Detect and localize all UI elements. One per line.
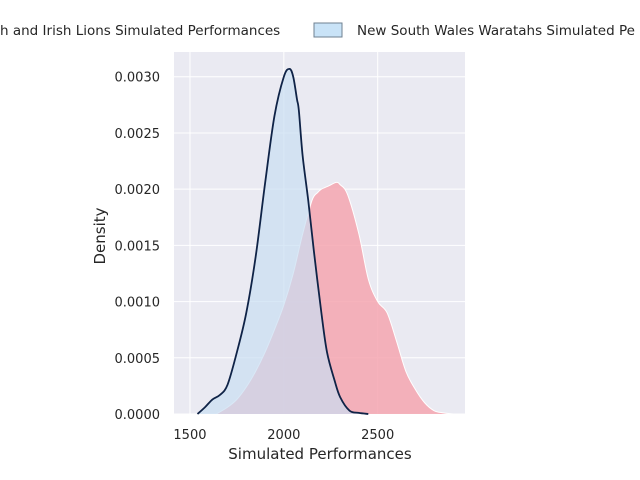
- y-tick-label: 0.0000: [115, 408, 161, 423]
- x-tick-label: 1500: [173, 428, 206, 443]
- density-fill-waratahs: [197, 68, 369, 415]
- y-tick-label: 0.0030: [115, 71, 161, 86]
- y-tick-label: 0.0015: [115, 239, 161, 254]
- legend-swatch-waratahs: [313, 22, 343, 38]
- legend: h and Irish Lions Simulated Performances…: [0, 22, 635, 39]
- density-areas: [196, 67, 453, 415]
- x-axis-label: Simulated Performances: [228, 445, 412, 463]
- legend-label-waratahs: New South Wales Waratahs Simulated Pe: [357, 23, 635, 39]
- y-axis-label: Density: [91, 207, 109, 264]
- density-line-waratahs: [196, 67, 369, 415]
- x-tick-label: 2500: [361, 428, 394, 443]
- legend-label-lions: h and Irish Lions Simulated Performances: [0, 23, 280, 39]
- x-tick-label: 2000: [267, 428, 300, 443]
- y-tick-label: 0.0025: [115, 127, 161, 142]
- y-tick-label: 0.0005: [115, 352, 161, 367]
- y-tick-label: 0.0020: [115, 183, 161, 198]
- tick-labels: 1500 2000 2500 0.0000 0.0005 0.0010 0.0015 0.00…: [115, 71, 395, 443]
- y-tick-label: 0.0010: [115, 296, 161, 311]
